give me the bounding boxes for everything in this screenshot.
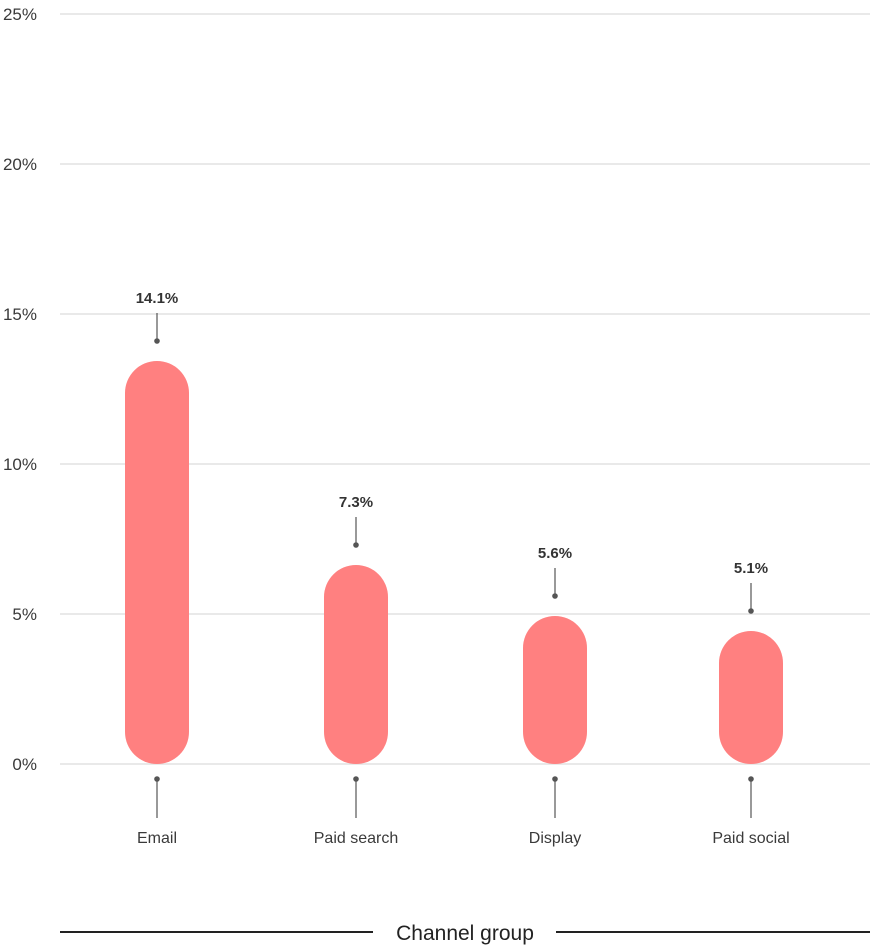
bar bbox=[324, 565, 388, 764]
y-tick-label: 25% bbox=[3, 5, 37, 24]
value-label: 5.1% bbox=[734, 560, 768, 577]
category-label: Email bbox=[137, 830, 177, 847]
value-label: 5.6% bbox=[538, 545, 572, 562]
value-label: 14.1% bbox=[136, 290, 179, 307]
category-labels: Email Paid search Display Paid social bbox=[137, 776, 790, 847]
value-leader-dot bbox=[748, 608, 754, 614]
category-label: Paid search bbox=[314, 830, 399, 847]
y-tick-label: 20% bbox=[3, 155, 37, 174]
y-axis-ticks: 0% 5% 10% 15% 20% 25% bbox=[3, 5, 37, 774]
y-tick-label: 0% bbox=[12, 755, 37, 774]
gridlines bbox=[60, 13, 870, 765]
y-tick-label: 10% bbox=[3, 455, 37, 474]
value-label: 7.3% bbox=[339, 494, 373, 511]
bar bbox=[523, 616, 587, 764]
bar bbox=[719, 631, 783, 764]
x-axis-title-group: Channel group bbox=[60, 922, 870, 945]
x-axis-title: Channel group bbox=[396, 922, 534, 945]
value-leader-dot bbox=[552, 593, 558, 599]
category-label: Display bbox=[529, 830, 581, 847]
bar bbox=[125, 361, 189, 764]
category-label: Paid social bbox=[712, 830, 789, 847]
value-leader-dot bbox=[154, 338, 160, 344]
y-tick-label: 15% bbox=[3, 305, 37, 324]
bars bbox=[125, 361, 783, 764]
value-labels: 14.1% 7.3% 5.6% 5.1% bbox=[136, 290, 768, 614]
value-leader-dot bbox=[353, 542, 359, 548]
y-tick-label: 5% bbox=[12, 605, 37, 624]
